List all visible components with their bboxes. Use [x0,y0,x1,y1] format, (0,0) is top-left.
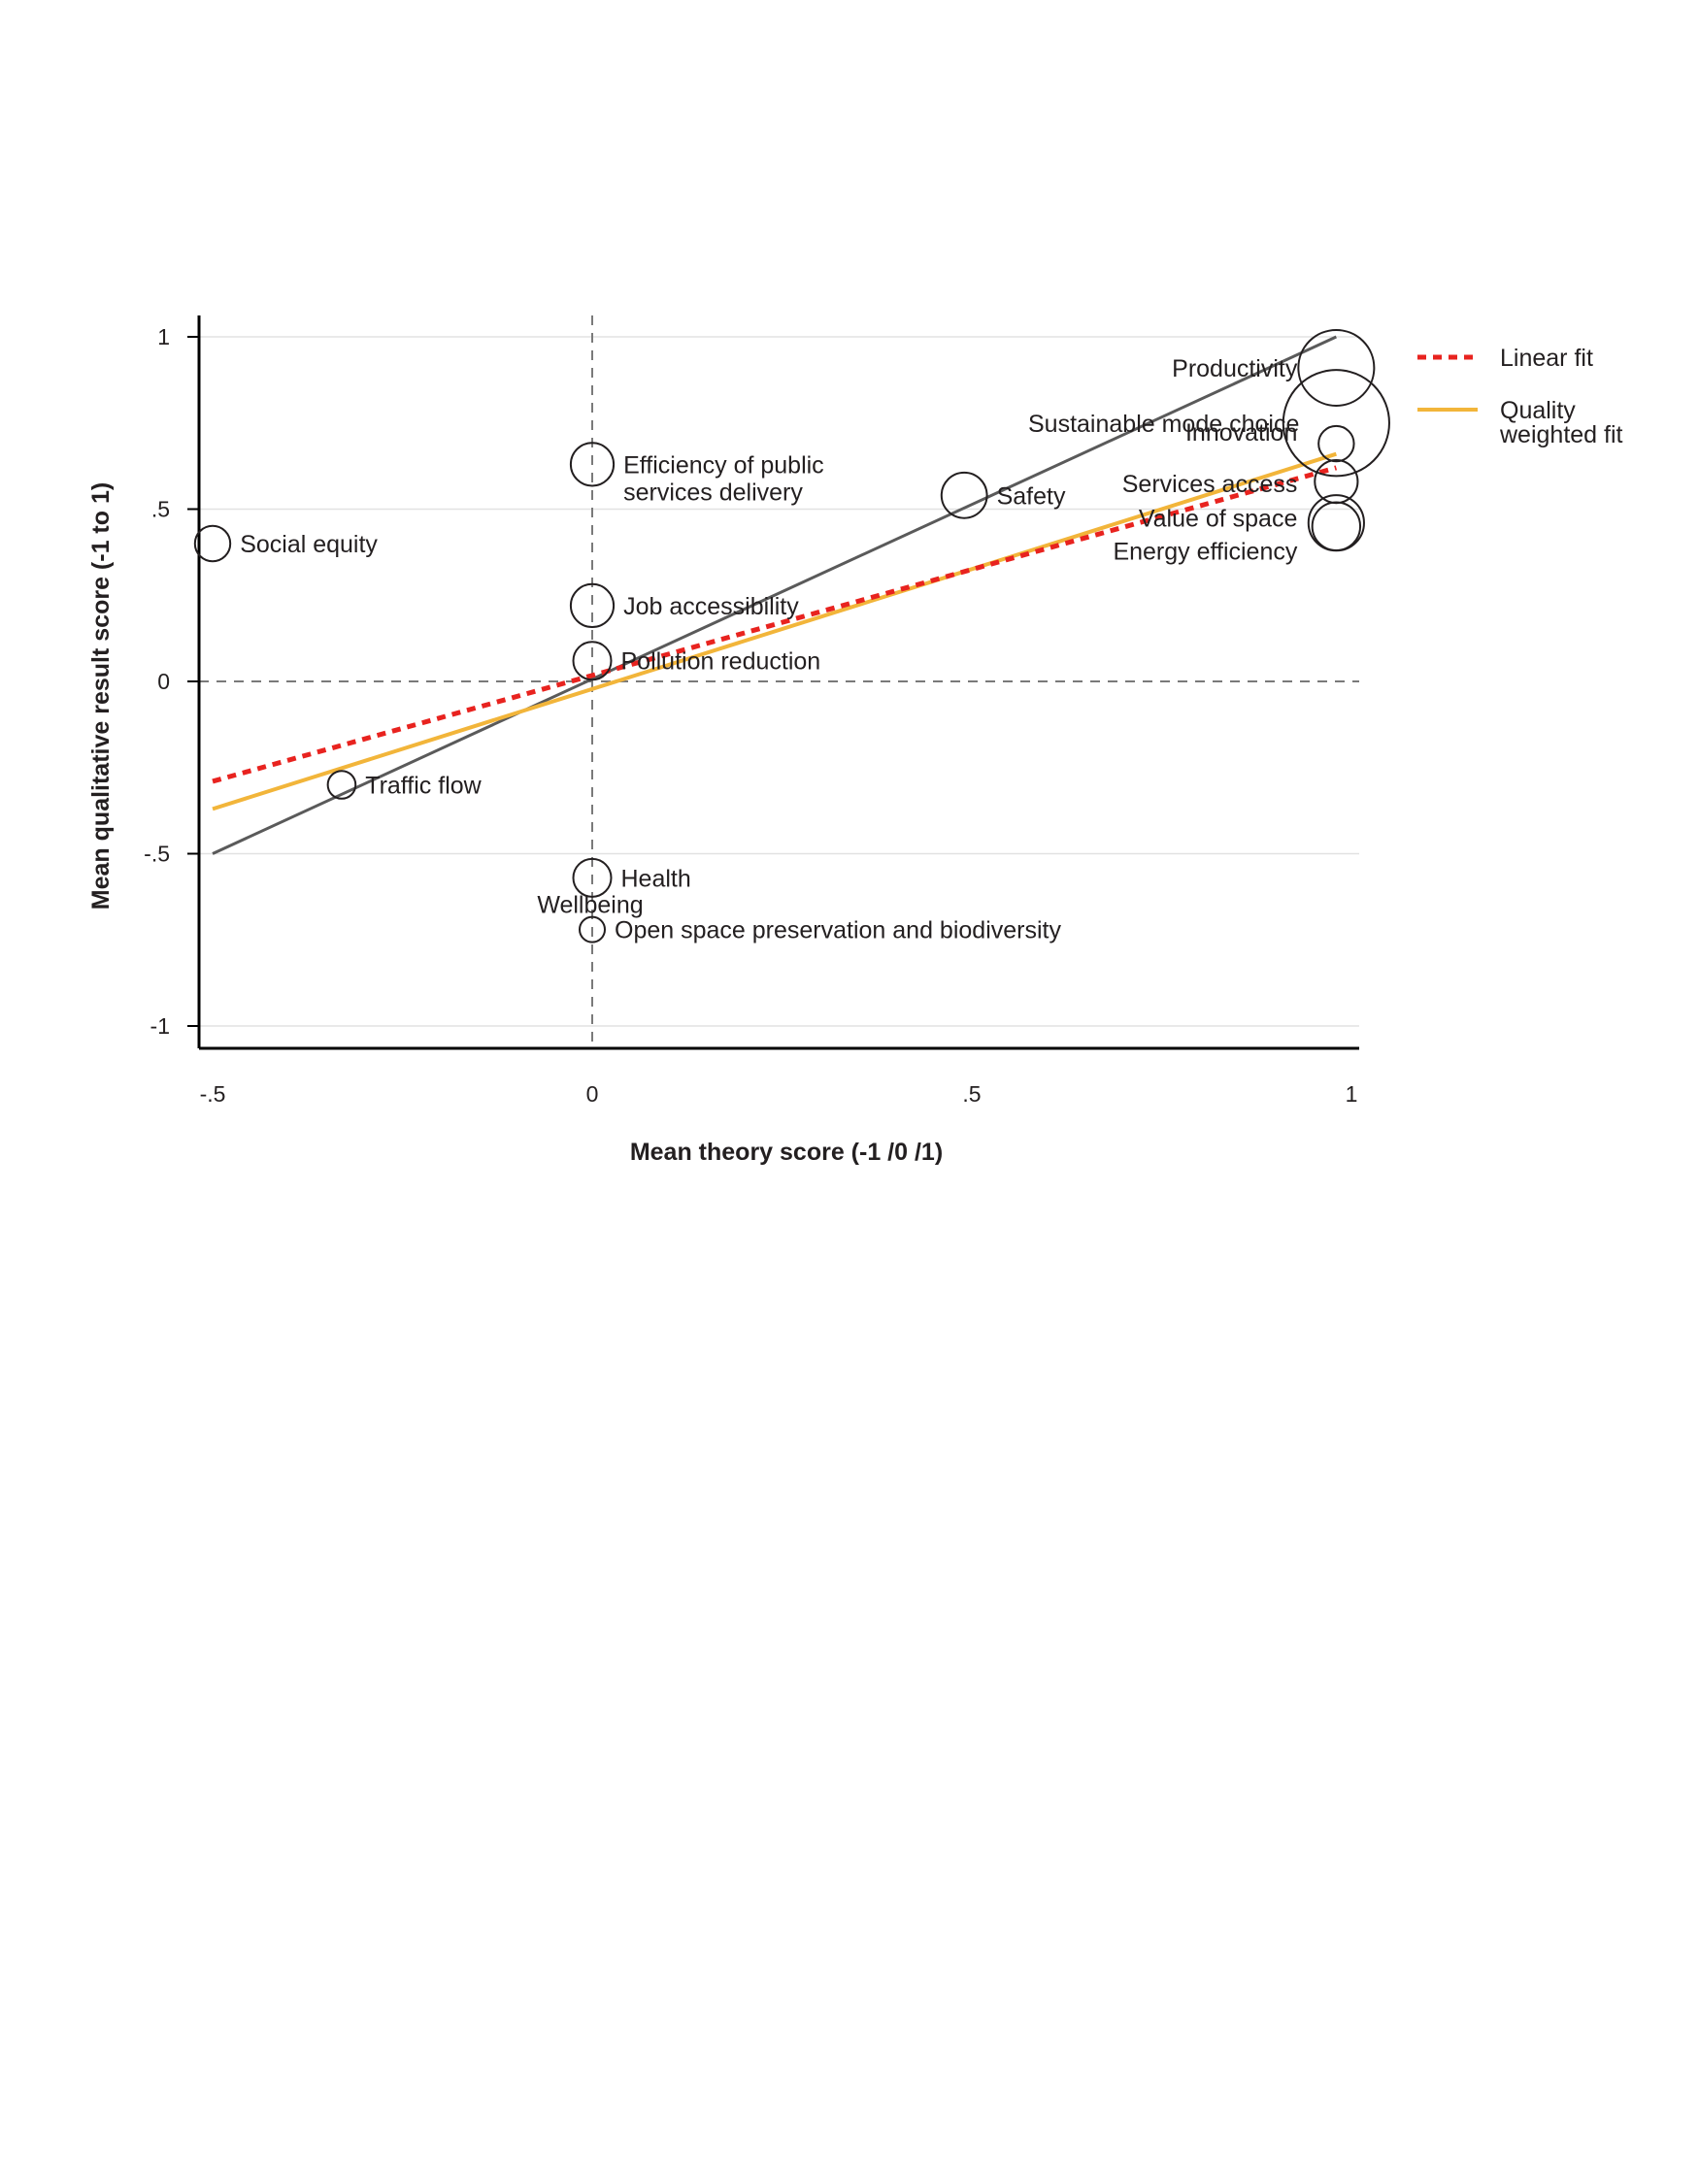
point-label: Efficiency of public [623,451,824,479]
data-point [572,641,613,681]
point-label: Job accessibility [623,593,799,620]
point-label: Value of space [1139,506,1298,533]
legend-label: Linear fit [1500,345,1593,372]
point-label: Traffic flow [365,773,482,800]
x-axis-title: Mean theory score (-1 /0 /1) [630,1139,943,1166]
point-label: Productivity [1172,355,1298,382]
y-tick-label: 0 [157,669,170,694]
y-tick-label: 1 [157,324,170,349]
point-label: Social equity [240,531,378,558]
point-label: Innovation [1185,419,1297,447]
x-tick-label: -.5 [200,1081,226,1107]
point-label: Services access [1122,471,1298,498]
x-tick-label: .5 [962,1081,981,1107]
y-axis-title: Mean qualitative result score (-1 to 1) [87,482,115,910]
data-point [572,857,613,898]
fit-line-quality-weighted-fit [212,451,1337,811]
reference-lines [199,315,1359,1048]
data-point [326,770,357,800]
data-point [1297,328,1376,407]
data-point [940,471,988,519]
data-point [1317,424,1355,463]
data-point [569,442,616,487]
y-tick-label: -.5 [144,842,170,867]
tick-labels: 1 .5 0 -.5 -1 -.5 0 .5 1 [144,324,1357,1107]
x-tick-label: 0 [586,1081,599,1107]
x-tick-label: 1 [1346,1081,1358,1107]
point-label-line2: services delivery [623,479,803,506]
fit-line-linear-fit [212,465,1338,784]
fit-lines [212,335,1338,855]
point-label: Safety [997,482,1066,510]
point-label: Health [621,865,691,892]
point-label: Pollution reduction [621,648,821,676]
axes [187,315,1359,1050]
data-point [193,524,232,563]
data-point [1314,459,1359,505]
y-tick-label: -1 [150,1013,170,1039]
identity-line [212,335,1337,855]
data-point [579,915,606,943]
data-point [1282,369,1390,478]
y-tick-label: .5 [151,497,170,522]
point-label: Open space preservation and biodiversity [615,917,1061,944]
point-labels: Productivity Sustainable mode choiceInnov… [240,355,1299,944]
point-label: Wellbeing [537,891,643,918]
point-label: Energy efficiency [1113,538,1297,565]
legend-label-line2: weighted fit [1499,421,1623,448]
data-points [193,328,1390,943]
point-label: Sustainable mode choice [1028,411,1299,438]
data-point [1311,501,1362,551]
legend-label: Quality [1500,397,1576,424]
data-point [569,582,616,629]
